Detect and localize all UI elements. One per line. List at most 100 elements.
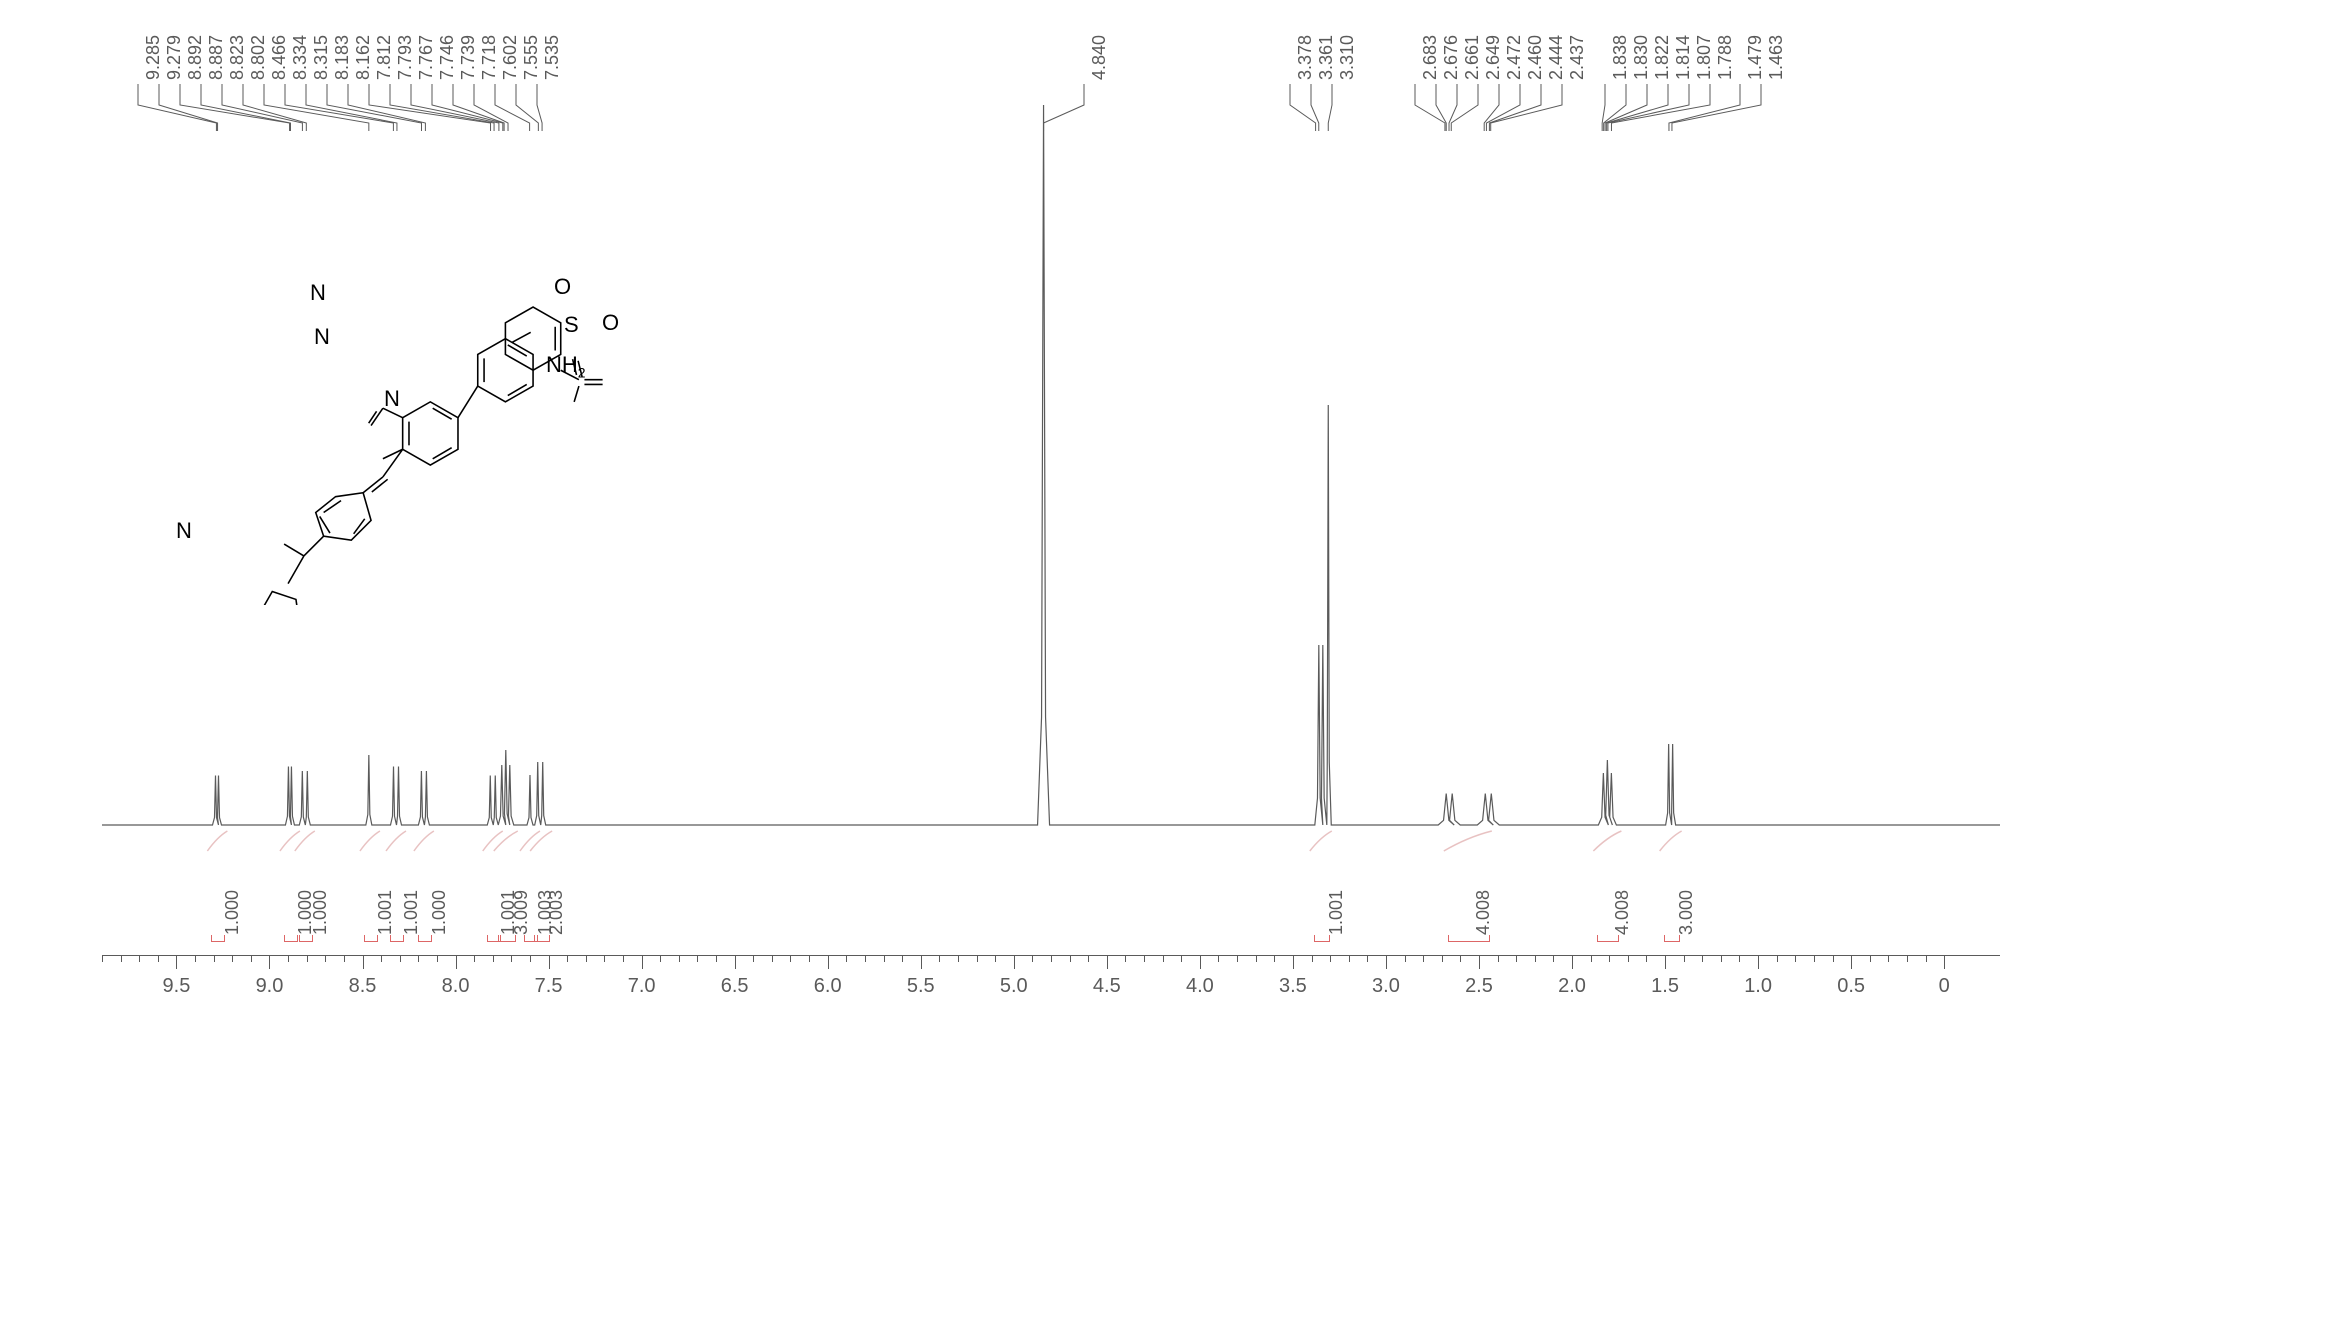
x-axis-major-tick: [1107, 955, 1108, 969]
x-axis-major-tick: [828, 955, 829, 969]
integral-range-marker: [1314, 935, 1330, 942]
x-axis-minor-tick: [1721, 955, 1722, 962]
peak-ppm-label: 7.767: [416, 35, 437, 80]
x-axis-tick-label: 8.0: [442, 975, 470, 998]
x-axis-minor-tick: [344, 955, 345, 962]
x-axis-minor-tick: [307, 955, 308, 962]
x-axis-minor-tick: [679, 955, 680, 962]
integral-range-marker: [1448, 935, 1490, 942]
x-axis-minor-tick: [790, 955, 791, 962]
integral-value-label: 1.000: [310, 890, 331, 935]
integral-range-marker: [284, 935, 298, 942]
x-axis-minor-tick: [1256, 955, 1257, 962]
x-axis-major-tick: [456, 955, 457, 969]
x-axis-major-tick: [1479, 955, 1480, 969]
peak-ppm-label: 2.676: [1441, 35, 1462, 80]
x-axis-minor-tick: [716, 955, 717, 962]
peak-ppm-label: 2.444: [1546, 35, 1567, 80]
peak-ppm-label: 9.279: [164, 35, 185, 80]
x-axis-major-tick: [1851, 955, 1852, 969]
x-axis-major-tick: [1014, 955, 1015, 969]
x-axis-minor-tick: [381, 955, 382, 962]
x-axis-minor-tick: [1907, 955, 1908, 962]
peak-ppm-label: 2.472: [1504, 35, 1525, 80]
x-axis-minor-tick: [1032, 955, 1033, 962]
x-axis-minor-tick: [902, 955, 903, 962]
x-axis-minor-tick: [1702, 955, 1703, 962]
peak-ppm-label: 1.479: [1745, 35, 1766, 80]
x-axis-minor-tick: [1442, 955, 1443, 962]
peak-ppm-label: 2.437: [1567, 35, 1588, 80]
x-axis-tick-label: 2.0: [1558, 975, 1586, 998]
x-axis-minor-tick: [623, 955, 624, 962]
peak-ppm-label: 3.361: [1316, 35, 1337, 80]
integral-range-marker: [390, 935, 404, 942]
x-axis-minor-tick: [121, 955, 122, 962]
integral-value-label: 3.000: [1676, 890, 1697, 935]
x-axis-minor-tick: [530, 955, 531, 962]
peak-ppm-label: 3.310: [1337, 35, 1358, 80]
x-axis-tick-label: 0.5: [1837, 975, 1865, 998]
integral-range-marker: [299, 935, 313, 942]
x-axis-minor-tick: [1498, 955, 1499, 962]
x-axis-minor-tick: [1070, 955, 1071, 962]
x-axis-minor-tick: [325, 955, 326, 962]
peak-ppm-label: 2.460: [1525, 35, 1546, 80]
x-axis-minor-tick: [772, 955, 773, 962]
peak-ppm-label: 8.334: [290, 35, 311, 80]
x-axis-minor-tick: [1516, 955, 1517, 962]
x-axis-tick-label: 1.0: [1744, 975, 1772, 998]
x-axis-tick-label: 6.5: [721, 975, 749, 998]
x-axis-major-tick: [269, 955, 270, 969]
peak-ppm-label: 3.378: [1295, 35, 1316, 80]
x-axis-tick-label: 9.0: [256, 975, 284, 998]
x-axis-major-tick: [176, 955, 177, 969]
x-axis-minor-tick: [977, 955, 978, 962]
peak-ppm-label: 1.814: [1673, 35, 1694, 80]
x-axis-tick-label: 0: [1939, 975, 1950, 998]
integral-range-marker: [1597, 935, 1619, 942]
x-axis-tick-label: 2.5: [1465, 975, 1493, 998]
integral-value-label: 1.000: [429, 890, 450, 935]
x-axis-minor-tick: [195, 955, 196, 962]
x-axis-major-tick: [1665, 955, 1666, 969]
x-axis-minor-tick: [753, 955, 754, 962]
x-axis-minor-tick: [1609, 955, 1610, 962]
x-axis-minor-tick: [1218, 955, 1219, 962]
x-axis-minor-tick: [1163, 955, 1164, 962]
x-axis-major-tick: [549, 955, 550, 969]
peak-ppm-label: 8.466: [269, 35, 290, 80]
peak-ppm-label: 1.463: [1766, 35, 1787, 80]
peak-ppm-label: 7.555: [521, 35, 542, 80]
x-axis-minor-tick: [586, 955, 587, 962]
x-axis-minor-tick: [1684, 955, 1685, 962]
peak-ppm-label: 7.746: [437, 35, 458, 80]
integral-range-marker: [418, 935, 432, 942]
x-axis-tick-label: 3.5: [1279, 975, 1307, 998]
x-axis-minor-tick: [1274, 955, 1275, 962]
x-axis-minor-tick: [1051, 955, 1052, 962]
x-axis-major-tick: [1758, 955, 1759, 969]
integral-range-marker: [498, 935, 516, 942]
x-axis-minor-tick: [958, 955, 959, 962]
x-axis-minor-tick: [1349, 955, 1350, 962]
x-axis-minor-tick: [1330, 955, 1331, 962]
x-axis-tick-label: 7.0: [628, 975, 656, 998]
x-axis-minor-tick: [400, 955, 401, 962]
peak-ppm-label: 8.315: [311, 35, 332, 80]
x-axis-tick-label: 5.5: [907, 975, 935, 998]
peak-ppm-label: 2.661: [1462, 35, 1483, 80]
x-axis-minor-tick: [1181, 955, 1182, 962]
x-axis-major-tick: [921, 955, 922, 969]
peak-ppm-label: 2.683: [1420, 35, 1441, 80]
x-axis-minor-tick: [288, 955, 289, 962]
x-axis-minor-tick: [1795, 955, 1796, 962]
x-axis-minor-tick: [1553, 955, 1554, 962]
peak-ppm-label: 8.823: [227, 35, 248, 80]
x-axis-tick-label: 3.0: [1372, 975, 1400, 998]
x-axis-minor-tick: [697, 955, 698, 962]
x-axis-minor-tick: [846, 955, 847, 962]
x-axis-minor-tick: [493, 955, 494, 962]
x-axis-minor-tick: [418, 955, 419, 962]
peak-ppm-label: 8.887: [206, 35, 227, 80]
